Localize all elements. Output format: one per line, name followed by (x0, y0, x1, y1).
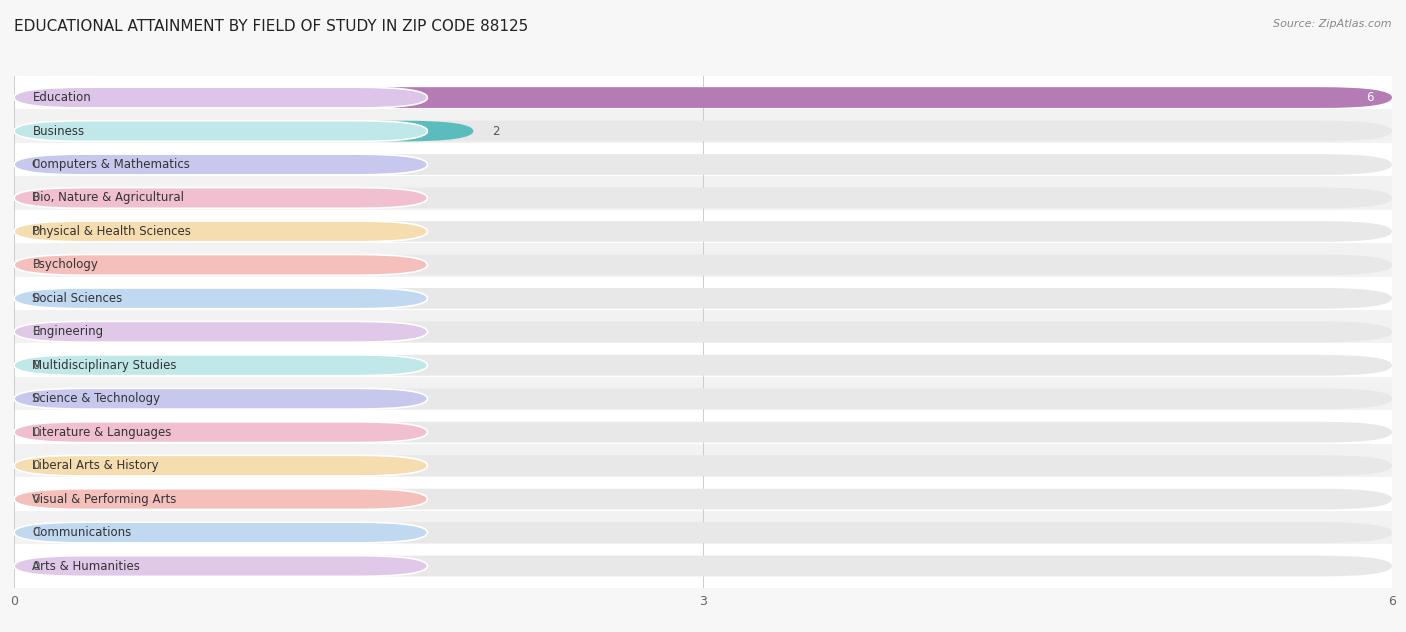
FancyBboxPatch shape (0, 143, 1406, 186)
FancyBboxPatch shape (14, 388, 1392, 409)
FancyBboxPatch shape (14, 388, 427, 409)
Text: Literature & Languages: Literature & Languages (32, 426, 172, 439)
FancyBboxPatch shape (14, 121, 474, 142)
FancyBboxPatch shape (14, 154, 427, 175)
Text: 0: 0 (32, 392, 39, 405)
FancyBboxPatch shape (14, 322, 427, 342)
FancyBboxPatch shape (0, 377, 1406, 420)
FancyBboxPatch shape (14, 255, 1392, 276)
FancyBboxPatch shape (14, 221, 1392, 242)
FancyBboxPatch shape (14, 188, 427, 209)
FancyBboxPatch shape (14, 255, 427, 276)
Text: Physical & Health Sciences: Physical & Health Sciences (32, 225, 191, 238)
Text: Social Sciences: Social Sciences (32, 292, 122, 305)
Text: Bio, Nature & Agricultural: Bio, Nature & Agricultural (32, 191, 184, 205)
FancyBboxPatch shape (14, 87, 1392, 108)
Text: Science & Technology: Science & Technology (32, 392, 160, 405)
Text: Communications: Communications (32, 526, 132, 539)
FancyBboxPatch shape (0, 343, 1406, 387)
FancyBboxPatch shape (0, 410, 1406, 454)
FancyBboxPatch shape (0, 176, 1406, 220)
FancyBboxPatch shape (14, 422, 427, 442)
Text: Visual & Performing Arts: Visual & Performing Arts (32, 492, 177, 506)
Text: 0: 0 (32, 559, 39, 573)
Text: 0: 0 (32, 492, 39, 506)
FancyBboxPatch shape (0, 444, 1406, 487)
Text: 2: 2 (492, 125, 499, 138)
FancyBboxPatch shape (14, 87, 427, 108)
Text: Education: Education (32, 91, 91, 104)
Text: 0: 0 (32, 526, 39, 539)
Text: 0: 0 (32, 292, 39, 305)
FancyBboxPatch shape (14, 322, 1392, 342)
FancyBboxPatch shape (0, 511, 1406, 554)
Text: 0: 0 (32, 225, 39, 238)
Text: 0: 0 (32, 325, 39, 338)
FancyBboxPatch shape (14, 121, 1392, 142)
Text: 0: 0 (32, 459, 39, 472)
Text: Liberal Arts & History: Liberal Arts & History (32, 459, 159, 472)
FancyBboxPatch shape (0, 477, 1406, 521)
Text: 0: 0 (32, 359, 39, 372)
FancyBboxPatch shape (0, 243, 1406, 287)
FancyBboxPatch shape (14, 288, 1392, 308)
FancyBboxPatch shape (14, 355, 427, 375)
Text: 0: 0 (32, 258, 39, 271)
FancyBboxPatch shape (14, 556, 427, 576)
FancyBboxPatch shape (14, 455, 1392, 476)
FancyBboxPatch shape (0, 76, 1406, 119)
Text: Business: Business (32, 125, 84, 138)
Text: Source: ZipAtlas.com: Source: ZipAtlas.com (1274, 19, 1392, 29)
FancyBboxPatch shape (14, 556, 1392, 576)
FancyBboxPatch shape (14, 121, 427, 142)
FancyBboxPatch shape (0, 310, 1406, 353)
FancyBboxPatch shape (0, 210, 1406, 253)
Text: EDUCATIONAL ATTAINMENT BY FIELD OF STUDY IN ZIP CODE 88125: EDUCATIONAL ATTAINMENT BY FIELD OF STUDY… (14, 19, 529, 34)
FancyBboxPatch shape (14, 455, 427, 476)
Text: 0: 0 (32, 158, 39, 171)
FancyBboxPatch shape (14, 522, 1392, 543)
FancyBboxPatch shape (14, 188, 1392, 209)
Text: Engineering: Engineering (32, 325, 104, 338)
FancyBboxPatch shape (14, 489, 1392, 509)
Text: Computers & Mathematics: Computers & Mathematics (32, 158, 190, 171)
Text: 6: 6 (1367, 91, 1374, 104)
FancyBboxPatch shape (14, 87, 1392, 108)
FancyBboxPatch shape (14, 154, 1392, 175)
Text: 0: 0 (32, 191, 39, 205)
Text: Arts & Humanities: Arts & Humanities (32, 559, 141, 573)
FancyBboxPatch shape (14, 288, 427, 308)
FancyBboxPatch shape (14, 489, 427, 509)
FancyBboxPatch shape (14, 422, 1392, 442)
FancyBboxPatch shape (0, 109, 1406, 153)
Text: Psychology: Psychology (32, 258, 98, 271)
FancyBboxPatch shape (14, 522, 427, 543)
FancyBboxPatch shape (14, 221, 427, 242)
FancyBboxPatch shape (14, 355, 1392, 375)
FancyBboxPatch shape (0, 277, 1406, 320)
Text: 0: 0 (32, 426, 39, 439)
Text: Multidisciplinary Studies: Multidisciplinary Studies (32, 359, 177, 372)
FancyBboxPatch shape (0, 544, 1406, 588)
